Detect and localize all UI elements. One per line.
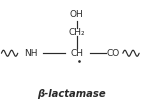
Text: NH: NH bbox=[24, 49, 38, 59]
Text: OH: OH bbox=[70, 10, 83, 19]
Text: CH₂: CH₂ bbox=[68, 28, 85, 37]
Text: CH: CH bbox=[70, 49, 83, 59]
Text: β-lactamase: β-lactamase bbox=[37, 89, 105, 99]
Text: CO: CO bbox=[107, 49, 120, 59]
